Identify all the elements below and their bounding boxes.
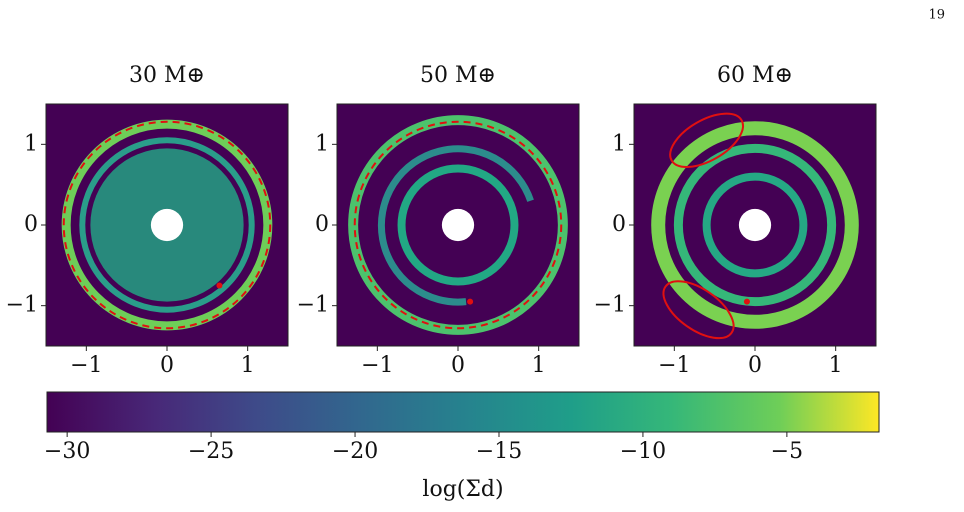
colorbar-tick-label: −15 [476,439,522,464]
y-tick-label: 1 [612,131,626,156]
inner-hole [441,208,475,242]
y-tick-label: 1 [24,131,38,156]
colorbar-tick-label: −25 [188,439,234,464]
inner-hole [738,208,772,242]
y-tick-label: 1 [315,131,329,156]
ring [79,137,255,313]
y-tick-label: 0 [612,212,626,237]
colorbar-tick-label: −20 [332,439,378,464]
x-tick-label: 1 [241,353,255,378]
x-tick-label: −1 [658,353,690,378]
panel-title: 50 M⊕ [420,63,496,88]
x-tick-label: 0 [451,353,465,378]
ring [61,119,273,331]
ring [348,115,568,335]
orbit-line [62,120,272,330]
spiral-arm [377,145,534,306]
ring [397,164,519,286]
x-tick-label: 0 [748,353,762,378]
y-tick-label: 0 [24,212,38,237]
panel-title: 60 M⊕ [717,63,793,88]
planet [743,298,750,305]
x-tick-label: 0 [160,353,174,378]
panel-title: 30 M⊕ [129,63,205,88]
x-tick-label: −1 [361,353,393,378]
page-number: 19 [928,8,945,23]
ring [651,121,859,329]
highlight [662,280,735,340]
colorbar-tick-label: −5 [771,439,803,464]
planet [467,298,474,305]
inner-hole [150,208,184,242]
orbit-line [353,120,563,330]
colorbar [46,391,880,433]
ring [673,143,837,307]
y-tick-label: −1 [6,293,38,318]
highlight [669,112,744,168]
planet [216,282,223,289]
y-tick-label: 0 [315,212,329,237]
y-tick-label: −1 [594,293,626,318]
x-tick-label: 1 [829,353,843,378]
colorbar-label: log(Σd) [422,477,503,502]
y-tick-label: −1 [297,293,329,318]
colorbar-tick-label: −10 [620,439,666,464]
ring [702,172,808,278]
x-tick-label: −1 [70,353,102,378]
colorbar-tick-label: −30 [44,439,90,464]
x-tick-label: 1 [532,353,546,378]
